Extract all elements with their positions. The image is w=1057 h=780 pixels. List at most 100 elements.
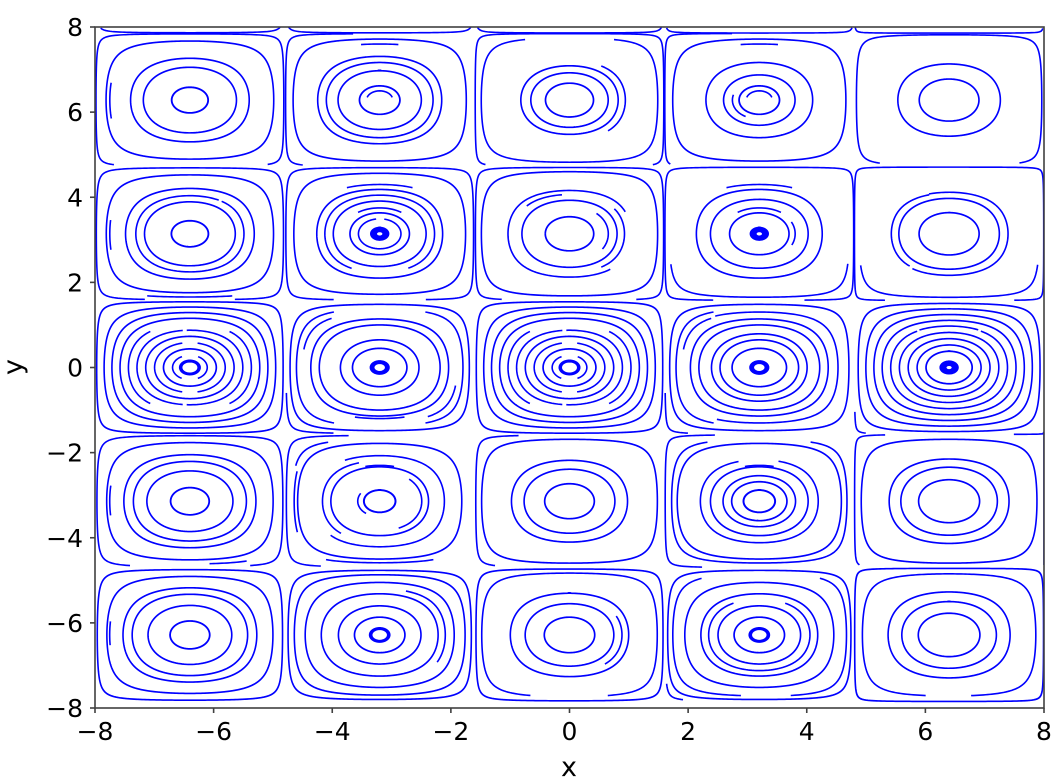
streamline [103, 306, 277, 429]
streamline [543, 616, 596, 654]
streamline [178, 359, 201, 376]
streamline [482, 306, 657, 429]
streamline [287, 569, 473, 701]
streamline [670, 441, 848, 564]
streamline [917, 478, 981, 524]
streamline [722, 74, 796, 127]
streamline [304, 581, 455, 689]
y-tick-label: 0 [67, 354, 83, 383]
x-tick-label: 8 [1036, 717, 1052, 746]
streamline [143, 201, 237, 267]
streamline [604, 615, 623, 665]
y-tick-label: −2 [46, 439, 83, 468]
streamline [100, 27, 281, 34]
streamline [209, 560, 247, 565]
streamline [108, 219, 112, 250]
streamline [918, 78, 980, 122]
streamline [405, 590, 447, 663]
streamline [861, 573, 1037, 697]
streamline [109, 82, 113, 119]
streamline [576, 342, 606, 393]
x-tick-label: 0 [562, 717, 578, 746]
streamline [707, 602, 811, 672]
streamline [790, 221, 796, 246]
y-tick-label: 4 [67, 183, 83, 212]
streamline [728, 212, 790, 256]
streamline [330, 454, 446, 548]
streamline [324, 194, 436, 270]
streamline [480, 572, 659, 697]
streamline [351, 347, 408, 388]
streamline [542, 348, 597, 387]
streamline [490, 311, 649, 424]
streamline [855, 33, 1043, 164]
streamline [285, 434, 349, 567]
streamline [318, 324, 441, 411]
streamline [337, 605, 422, 665]
streamline [671, 38, 847, 162]
streamline [153, 342, 183, 393]
streamline [675, 311, 714, 424]
streamline [325, 558, 434, 564]
axes-decoration: −8 −6 −4 −2 0 2 4 6 8 −8 −6 −4 −2 0 2 4 6 8 [46, 13, 1052, 746]
streamline [162, 348, 218, 387]
streamline [365, 464, 395, 468]
streamline [303, 317, 332, 350]
streamline [285, 392, 334, 434]
streamline [197, 342, 227, 393]
streamline [608, 330, 632, 405]
streamline [533, 342, 563, 393]
streamline [670, 263, 849, 299]
streamline [722, 474, 797, 528]
streamline [144, 335, 235, 400]
streamline [368, 627, 391, 643]
streamline [96, 568, 284, 701]
streamline [285, 166, 475, 301]
streamline [95, 33, 285, 166]
streamline [354, 416, 405, 420]
x-tick-label: 4 [799, 717, 815, 746]
streamline [918, 211, 980, 256]
streamline [106, 575, 274, 695]
streamline [349, 212, 411, 256]
streamline [136, 329, 183, 406]
streamline [665, 683, 684, 701]
streamline [170, 219, 210, 248]
streamline [119, 317, 261, 418]
streamline [717, 605, 802, 665]
streamline [293, 172, 467, 296]
streamline [558, 359, 581, 376]
streamline [898, 197, 1001, 270]
streamline [705, 61, 814, 139]
x-axis-label: x [561, 752, 577, 780]
streamline [881, 319, 1017, 416]
y-tick-label: −4 [46, 524, 83, 553]
streamline [907, 337, 991, 398]
x-tick-label: −8 [77, 717, 114, 746]
streamline [480, 170, 659, 297]
streamline [665, 27, 853, 34]
streamline [698, 324, 821, 411]
streamline [398, 478, 423, 529]
streamline [746, 90, 773, 98]
streamline [480, 38, 659, 164]
streamline [292, 38, 468, 162]
streamline [95, 301, 284, 434]
streamline [577, 355, 588, 380]
streamline [520, 64, 619, 136]
streamline [700, 592, 819, 677]
y-tick-label: 6 [67, 98, 83, 127]
streamline [664, 434, 715, 568]
streamline [900, 466, 999, 537]
streamline [917, 612, 981, 658]
streamline [682, 317, 712, 350]
streamline [740, 43, 779, 46]
streamline [316, 55, 443, 145]
streamline [854, 411, 866, 434]
streamline [719, 339, 800, 396]
x-tick-label: 2 [680, 717, 696, 746]
y-tick-label: 8 [67, 13, 83, 42]
y-tick-label: 2 [67, 268, 83, 297]
x-tick-label: 6 [917, 717, 933, 746]
